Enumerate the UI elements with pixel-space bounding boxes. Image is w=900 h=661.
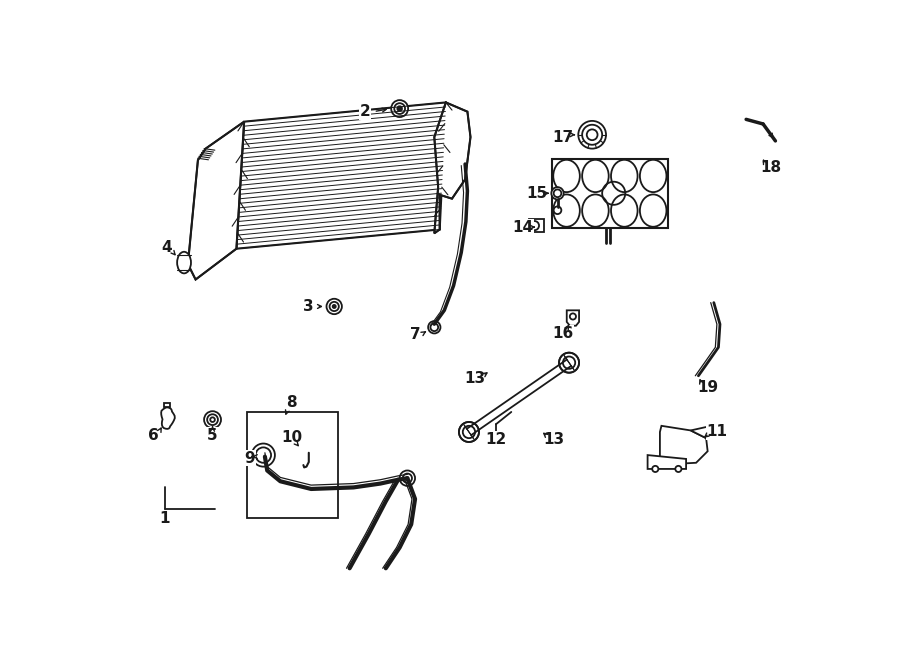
Text: 9: 9 — [244, 451, 255, 465]
Polygon shape — [660, 426, 707, 464]
Circle shape — [397, 106, 402, 111]
Circle shape — [204, 411, 221, 428]
Text: 14: 14 — [512, 219, 534, 235]
Text: 11: 11 — [706, 424, 727, 440]
Circle shape — [579, 121, 606, 149]
Circle shape — [652, 466, 659, 472]
Ellipse shape — [177, 252, 191, 274]
Polygon shape — [435, 102, 471, 233]
Circle shape — [252, 444, 274, 467]
Circle shape — [552, 187, 563, 200]
Text: 18: 18 — [760, 161, 781, 175]
Polygon shape — [690, 426, 714, 438]
Text: 13: 13 — [464, 371, 486, 385]
Text: 15: 15 — [526, 186, 547, 201]
Text: 5: 5 — [207, 428, 218, 443]
Text: 2: 2 — [360, 104, 371, 119]
Circle shape — [559, 353, 579, 373]
Polygon shape — [567, 310, 579, 326]
Text: 8: 8 — [286, 395, 297, 410]
Bar — [552, 159, 668, 228]
Bar — [552, 159, 668, 228]
Polygon shape — [529, 219, 544, 232]
Circle shape — [428, 321, 440, 333]
Circle shape — [392, 100, 408, 117]
Circle shape — [459, 422, 479, 442]
Text: 13: 13 — [543, 432, 564, 447]
Text: 19: 19 — [698, 380, 718, 395]
Polygon shape — [237, 102, 446, 249]
Text: 7: 7 — [410, 327, 420, 342]
Text: 1: 1 — [159, 511, 170, 525]
Text: 17: 17 — [553, 130, 573, 145]
Polygon shape — [164, 403, 170, 407]
Text: 16: 16 — [553, 326, 573, 341]
Text: 6: 6 — [148, 428, 158, 443]
Circle shape — [327, 299, 342, 314]
Bar — [248, 412, 338, 518]
Text: 4: 4 — [162, 240, 173, 254]
Text: 10: 10 — [282, 430, 302, 445]
Polygon shape — [188, 122, 244, 280]
Text: 12: 12 — [485, 432, 507, 447]
Circle shape — [675, 466, 681, 472]
Circle shape — [400, 471, 415, 486]
Circle shape — [333, 305, 336, 308]
Circle shape — [554, 206, 562, 214]
Text: 3: 3 — [303, 299, 314, 314]
Polygon shape — [648, 455, 686, 469]
Polygon shape — [161, 407, 175, 429]
